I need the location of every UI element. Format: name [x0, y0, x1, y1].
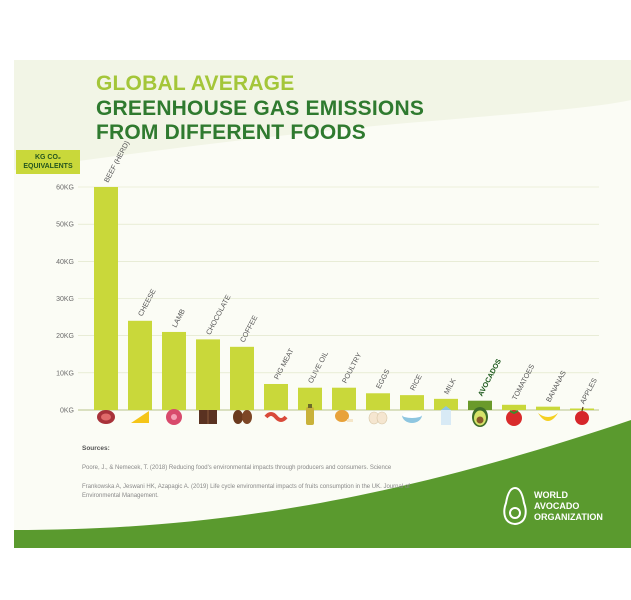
chicken-leg-icon	[335, 410, 353, 422]
y-tick-label: 0KG	[60, 408, 74, 415]
cheese-icon	[131, 411, 149, 423]
y-tick-label: 40KG	[56, 259, 74, 266]
bar-rice	[400, 395, 424, 410]
unit-badge-line-2: EQUIVALENTS	[23, 163, 73, 170]
bacon-icon	[264, 412, 288, 422]
unit-badge: KG CO₂ EQUIVALENTS	[16, 150, 80, 174]
tomato-icon	[506, 410, 522, 426]
chocolate-icon	[199, 410, 217, 424]
bar-coffee	[230, 346, 254, 410]
org-line-1: WORLD	[534, 490, 568, 500]
title-line-2: GREENHOUSE GAS EMISSIONS	[96, 97, 425, 120]
bar-pig-meat	[264, 383, 288, 410]
title-line-1: GLOBAL AVERAGE	[96, 72, 295, 95]
steak-icon	[97, 410, 115, 424]
apple-icon	[575, 406, 589, 425]
infographic-card: GLOBAL AVERAGE GREENHOUSE GAS EMISSIONS …	[14, 60, 631, 548]
bar-avocados	[468, 400, 492, 410]
olive-oil-icon	[306, 404, 314, 425]
unit-badge-line-1: KG CO₂	[34, 154, 62, 161]
source-2: Frankowska A, Jeswani HK, Azapagic A. (2…	[82, 484, 410, 499]
bar-cheese	[128, 320, 152, 410]
bar-lamb	[162, 331, 186, 410]
bar-chocolate	[196, 339, 220, 410]
bar-poultry	[332, 387, 356, 410]
avocado-logo-icon	[503, 486, 527, 526]
bar-bananas	[536, 406, 560, 410]
bar-milk	[434, 398, 458, 410]
org-line-3: ORGANIZATION	[534, 512, 603, 522]
org-line-2: AVOCADO	[534, 501, 580, 511]
coffee-beans-icon	[233, 410, 252, 424]
banana-icon	[538, 413, 558, 421]
sources-heading: Sources:	[82, 445, 110, 452]
green-wave	[14, 420, 631, 548]
y-tick-label: 50KG	[56, 222, 74, 229]
milk-carton-icon	[441, 406, 451, 425]
background-wave	[14, 100, 631, 548]
y-tick-label: 20KG	[56, 333, 74, 340]
title-line-3: FROM DIFFERENT FOODS	[96, 121, 366, 144]
lamb-icon	[166, 409, 182, 425]
rice-bowl-icon	[402, 412, 422, 423]
y-tick-label: 30KG	[56, 296, 74, 303]
bar-tomatoes	[502, 404, 526, 410]
y-tick-label: 60KG	[56, 185, 74, 192]
source-1: Poore, J., & Nemecek, T. (2018) Reducing…	[82, 465, 392, 471]
y-tick-label: 10KG	[56, 370, 74, 377]
eggs-icon	[368, 411, 388, 425]
bar-olive-oil	[298, 387, 322, 410]
avocado-icon	[472, 407, 488, 427]
organization-name: WORLD AVOCADO ORGANIZATION	[534, 490, 603, 523]
bar-eggs	[366, 393, 390, 410]
bar-beef-herd-	[94, 187, 118, 410]
